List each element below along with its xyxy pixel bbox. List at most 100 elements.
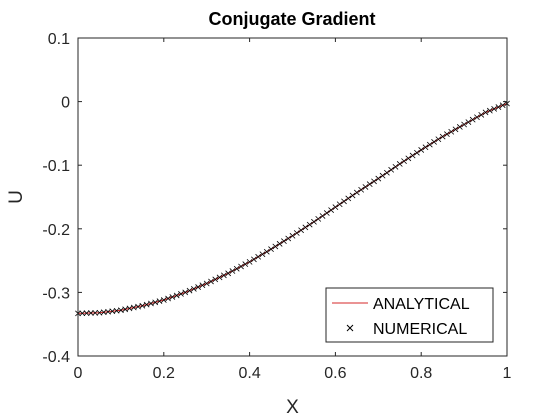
- data-point: [199, 282, 206, 289]
- data-point: [388, 166, 395, 173]
- data-point: [92, 309, 99, 316]
- y-axis-label: U: [6, 190, 27, 204]
- data-point: [439, 133, 446, 140]
- plot-marks: [75, 100, 510, 317]
- series-markers-numerical: [75, 100, 510, 317]
- legend-swatch-numerical: [346, 324, 354, 332]
- data-point: [345, 195, 352, 202]
- data-point: [229, 268, 236, 274]
- data-point: [156, 298, 163, 305]
- data-point: [362, 184, 369, 190]
- data-point: [444, 131, 450, 138]
- data-point: [255, 253, 262, 260]
- data-point: [396, 161, 403, 167]
- data-point: [495, 104, 502, 110]
- data-point: [366, 181, 373, 188]
- data-point: [298, 227, 304, 234]
- data-point: [469, 116, 476, 123]
- data-point: [268, 246, 274, 253]
- data-point: [465, 119, 472, 125]
- data-point: [165, 295, 171, 302]
- y-tick-label: 0.1: [48, 31, 70, 48]
- data-point: [392, 163, 399, 170]
- data-point: [233, 265, 240, 272]
- x-tick-label: 0.8: [410, 365, 432, 382]
- data-point: [186, 287, 193, 294]
- data-point: [474, 114, 480, 121]
- data-point: [195, 284, 202, 290]
- data-point: [259, 251, 266, 258]
- data-point: [281, 238, 287, 245]
- data-point: [414, 149, 420, 156]
- x-tick-label: 0.4: [238, 365, 260, 382]
- x-tick-label: 0.2: [153, 365, 175, 382]
- data-point: [216, 274, 223, 281]
- data-point: [143, 301, 150, 308]
- data-point: [87, 310, 94, 316]
- data-point: [491, 105, 498, 112]
- data-point: [383, 169, 390, 176]
- x-tick-label: 1: [503, 365, 512, 382]
- data-point: [152, 299, 159, 306]
- data-point: [242, 261, 249, 268]
- x-tick-label: 0: [74, 365, 83, 382]
- data-point: [251, 256, 257, 263]
- y-tick-label: 0: [61, 95, 70, 112]
- data-point: [225, 270, 232, 277]
- x-axis-label: X: [286, 397, 299, 418]
- data-point: [341, 198, 347, 205]
- axes: 0 0.2 0.4 0.6 0.8 1 -0.4 -0.3 -0.2 -0.1 0 0.1: [42, 31, 511, 382]
- data-point: [79, 310, 86, 317]
- data-point: [190, 285, 197, 292]
- data-point: [208, 278, 214, 285]
- data-point: [486, 107, 493, 114]
- data-point: [83, 310, 90, 317]
- data-point: [426, 141, 433, 148]
- data-point: [293, 230, 300, 236]
- data-point: [289, 232, 296, 239]
- data-point: [203, 280, 210, 287]
- axes-box: [77, 37, 508, 357]
- data-point: [349, 192, 356, 199]
- data-point: [315, 215, 322, 222]
- data-point: [311, 218, 317, 225]
- data-point: [306, 221, 313, 228]
- data-point: [499, 102, 506, 109]
- data-point: [482, 109, 489, 116]
- legend: ANALYTICAL NUMERICAL: [325, 287, 494, 343]
- data-point: [285, 235, 292, 242]
- y-tick-label: -0.4: [42, 349, 70, 366]
- x-tick-label: 0.6: [324, 365, 346, 382]
- data-point: [401, 158, 407, 165]
- data-point: [405, 155, 412, 162]
- legend-label: NUMERICAL: [373, 321, 467, 338]
- data-point: [418, 147, 425, 153]
- data-point: [182, 289, 189, 296]
- data-point: [272, 243, 279, 250]
- data-point: [328, 207, 334, 213]
- data-point: [302, 224, 309, 231]
- data-point: [148, 300, 154, 307]
- y-tick-label: -0.2: [42, 222, 70, 239]
- data-point: [452, 126, 459, 133]
- data-point: [409, 152, 416, 159]
- data-point: [220, 272, 227, 279]
- data-point: [461, 121, 467, 128]
- data-point: [139, 302, 146, 309]
- data-point: [178, 291, 184, 297]
- y-tick-label: -0.1: [42, 158, 70, 175]
- data-point: [263, 248, 270, 255]
- data-point: [371, 178, 377, 185]
- data-point: [246, 258, 253, 265]
- data-point: [323, 210, 330, 216]
- data-point: [336, 201, 343, 208]
- data-point: [169, 294, 176, 300]
- data-point: [431, 139, 437, 145]
- data-point: [353, 189, 360, 196]
- data-point: [456, 124, 463, 130]
- data-point: [478, 111, 485, 118]
- data-point: [435, 136, 442, 143]
- y-tick-label: -0.3: [42, 285, 70, 302]
- data-point: [375, 175, 382, 182]
